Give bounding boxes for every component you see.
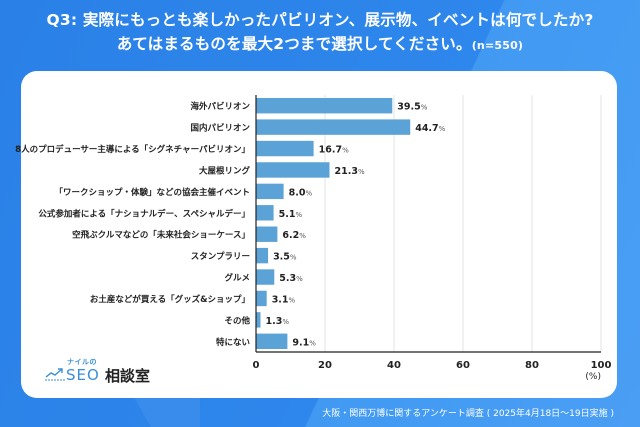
- value-label: 39.5%: [397, 102, 427, 113]
- value-number: 3.5: [273, 252, 290, 263]
- sample-size: (n=550): [471, 39, 524, 52]
- value-number: 9.1: [292, 337, 309, 348]
- value-suffix: %: [342, 147, 349, 155]
- value-suffix: %: [282, 318, 289, 326]
- value-suffix: %: [439, 125, 446, 133]
- gridlines: [324, 95, 602, 352]
- bar: [256, 97, 393, 114]
- value-suffix: %: [295, 211, 302, 219]
- x-tick-labels: 0 20 40 60 80 100: [253, 360, 612, 371]
- logo: ナイルの SEO 相談室: [45, 357, 165, 387]
- value-number: 5.3: [279, 273, 296, 284]
- value-number: 44.7: [415, 123, 438, 134]
- title-line-2-text: あてはまるものを最大2つまで選択してください。: [116, 35, 472, 53]
- category-label: 大屋根リング: [199, 165, 251, 176]
- value-label: 6.2%: [282, 230, 306, 241]
- source-note: 大阪・関西万博に関するアンケート調査 ( 2025年4月18日〜19日実施 ): [322, 409, 614, 419]
- value-label: 9.1%: [292, 337, 316, 348]
- value-label: 3.1%: [272, 294, 296, 305]
- category-label: 海外パビリオン: [190, 101, 250, 112]
- x-tick-label: 100: [591, 360, 612, 371]
- value-suffix: %: [289, 296, 296, 304]
- bar: [256, 205, 274, 221]
- value-suffix: %: [290, 254, 297, 262]
- value-number: 16.7: [319, 145, 342, 156]
- value-suffix: %: [296, 275, 303, 283]
- value-label: 3.5%: [273, 252, 297, 263]
- logo-seo-text: SEO: [66, 366, 100, 384]
- x-tick-label: 20: [318, 360, 332, 371]
- category-label: 空飛ぶクルマなどの「未来社会ショーケース」: [72, 230, 250, 241]
- bar: [256, 183, 284, 200]
- value-label: 21.3%: [334, 166, 364, 177]
- value-label: 1.3%: [265, 316, 289, 327]
- value-label: 16.7%: [319, 145, 349, 156]
- value-label: 5.1%: [279, 209, 303, 220]
- value-suffix: %: [421, 104, 428, 112]
- bar: [256, 312, 261, 328]
- value-labels: 39.5%44.7%16.7%21.3%8.0%5.1%6.2%3.5%5.3%…: [265, 102, 445, 349]
- value-label: 44.7%: [415, 123, 445, 134]
- category-label: スタンプラリー: [191, 251, 250, 262]
- value-number: 39.5: [397, 102, 420, 113]
- bar: [256, 162, 330, 178]
- bar: [256, 140, 314, 157]
- value-label: 5.3%: [279, 273, 303, 284]
- x-tick-label: 40: [387, 360, 401, 371]
- value-suffix: %: [309, 339, 316, 347]
- category-label: 公式参加者による「ナショナルデー、スペシャルデー」: [38, 208, 250, 219]
- bar: [256, 269, 275, 285]
- bars: [256, 97, 411, 350]
- category-label: 8人のプロデューサー主導による「シグネチャーパビリオン」: [15, 144, 250, 155]
- value-suffix: %: [305, 189, 312, 197]
- value-number: 1.3: [265, 316, 282, 327]
- x-tick-label: 0: [253, 360, 260, 371]
- x-tick-label: 60: [456, 360, 470, 371]
- bar: [256, 290, 267, 307]
- category-label: その他: [224, 315, 250, 326]
- value-suffix: %: [358, 168, 365, 176]
- category-label: 特にない: [216, 337, 250, 348]
- value-number: 5.1: [279, 209, 296, 220]
- x-axis-unit-label: (%): [585, 372, 601, 382]
- bar: [256, 226, 278, 242]
- value-suffix: %: [299, 232, 306, 240]
- title-line-2: あてはまるものを最大2つまで選択してください。(n=550): [0, 32, 640, 58]
- category-label: 「ワークショップ・体験」などの協会主催イベント: [54, 187, 250, 198]
- value-number: 3.1: [272, 294, 289, 305]
- chart-title: Q3: 実際にもっとも楽しかったパビリオン、展示物、イベントは何でしたか? あて…: [0, 8, 640, 58]
- value-number: 6.2: [282, 230, 299, 241]
- logo-small-text: ナイルの: [67, 358, 97, 366]
- value-number: 21.3: [334, 166, 357, 177]
- bar: [256, 119, 411, 135]
- category-label: お土産などが買える「グッズ&ショップ」: [90, 294, 250, 305]
- value-label: 8.0%: [289, 187, 313, 198]
- title-line-1: Q3: 実際にもっとも楽しかったパビリオン、展示物、イベントは何でしたか?: [46, 11, 594, 29]
- x-tick-label: 80: [525, 360, 539, 371]
- bar: [256, 333, 288, 350]
- logo-jp-text: 相談室: [105, 367, 151, 385]
- bar: [256, 247, 269, 264]
- axes: [255, 95, 601, 353]
- value-number: 8.0: [289, 187, 306, 198]
- category-label: 国内パビリオン: [190, 123, 250, 134]
- category-label: グルメ: [224, 273, 250, 284]
- trend-line-icon: [45, 368, 65, 381]
